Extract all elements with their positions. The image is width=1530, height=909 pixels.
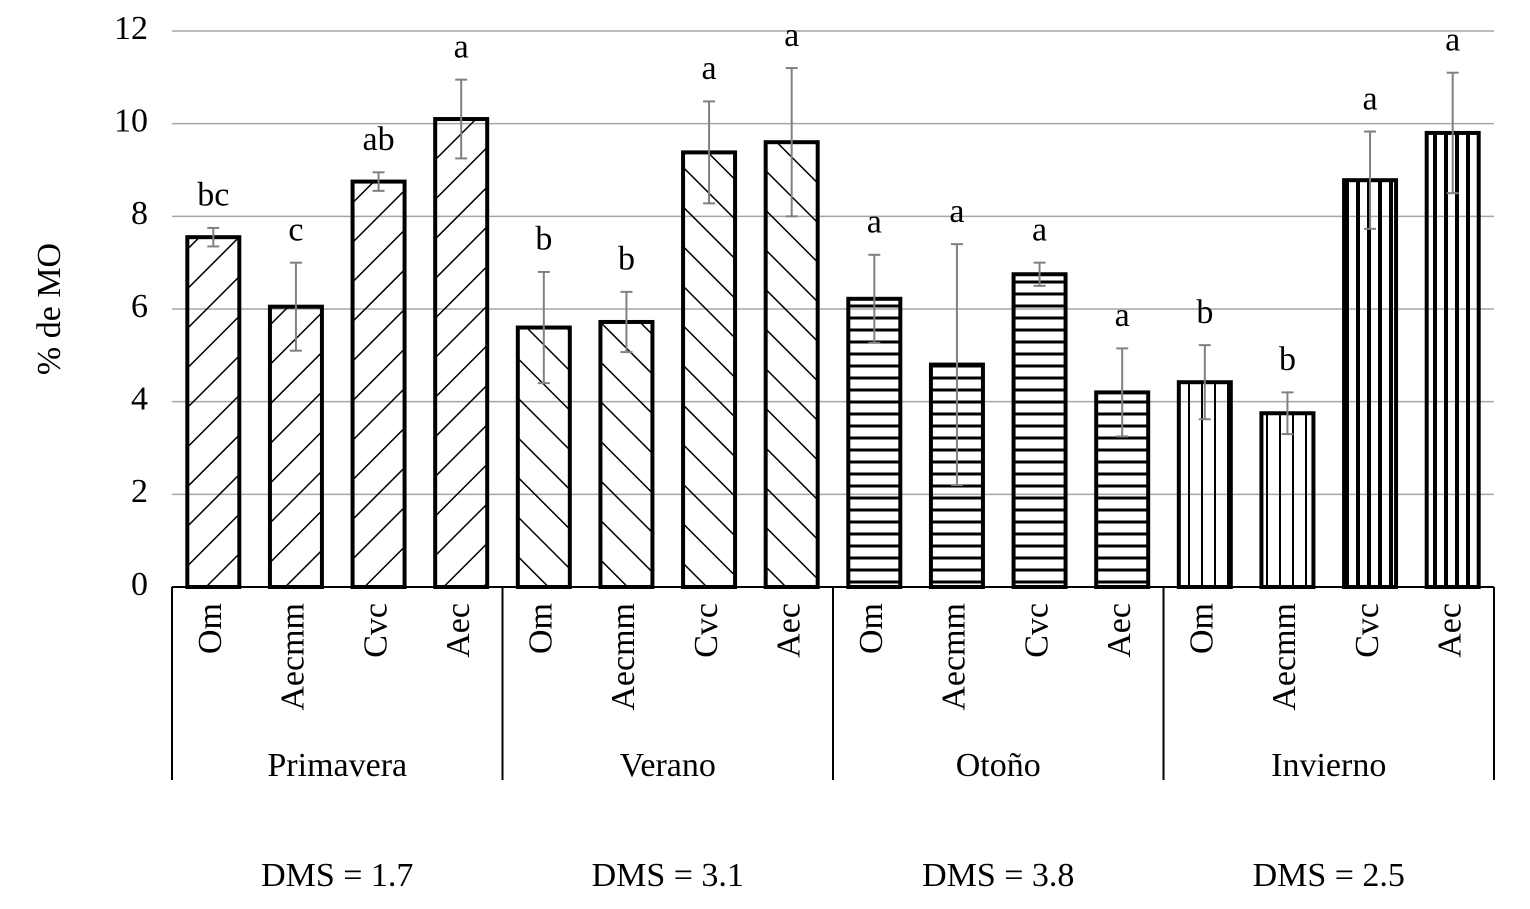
x-tick-label: Cvc [1018, 603, 1055, 658]
dms-note: DMS = 3.8 [922, 857, 1074, 894]
bar [1011, 272, 1068, 589]
y-tick-label: 0 [131, 566, 148, 603]
bar [1259, 411, 1316, 589]
significance-letter: a [1115, 297, 1130, 334]
x-tick-label: Aec [1101, 603, 1138, 658]
significance-letter: c [288, 211, 303, 248]
y-tick-label: 10 [114, 102, 148, 139]
x-tick-label: Aecmm [275, 603, 312, 711]
significance-letter: a [867, 204, 882, 241]
x-tick-label: Aec [770, 603, 807, 658]
y-tick-label: 8 [131, 195, 148, 232]
dms-note: DMS = 2.5 [1253, 857, 1405, 894]
y-tick-label: 6 [131, 288, 148, 325]
significance-letter: b [535, 221, 552, 258]
significance-letter: a [949, 193, 964, 230]
significance-letter: ab [363, 121, 395, 158]
x-tick-label: Cvc [357, 603, 394, 658]
bar [1342, 178, 1399, 589]
significance-letter: b [1279, 341, 1296, 378]
significance-letter: bc [197, 177, 229, 214]
bar [846, 296, 903, 589]
x-tick-label: Cvc [1349, 603, 1386, 658]
bar [598, 319, 655, 589]
x-tick-label: Om [1184, 603, 1221, 654]
significance-letter: a [702, 50, 717, 87]
significance-letter: b [618, 241, 635, 278]
significance-letter: a [784, 17, 799, 54]
significance-letter: a [1032, 211, 1047, 248]
y-tick-label: 2 [131, 473, 148, 510]
bar [350, 179, 407, 589]
significance-letter: b [1196, 294, 1213, 331]
bar [433, 117, 490, 590]
x-tick-label: Cvc [688, 603, 725, 658]
x-tick-label: Aec [1431, 603, 1468, 658]
y-tick-label: 4 [131, 380, 148, 417]
x-tick-label: Om [523, 603, 560, 654]
group-label: Invierno [1271, 747, 1386, 784]
x-tick-label: Aecmm [1266, 603, 1303, 711]
y-axis-label: % de MO [31, 243, 68, 375]
group-label: Primavera [267, 747, 407, 784]
x-tick-label: Aec [440, 603, 477, 658]
bar [185, 235, 242, 590]
x-tick-label: Om [192, 603, 229, 654]
bar [1424, 130, 1481, 590]
bar [267, 304, 324, 589]
dms-note: DMS = 1.7 [261, 857, 413, 894]
significance-letter: a [1363, 80, 1378, 117]
dms-note: DMS = 3.1 [592, 857, 744, 894]
y-tick-label: 12 [114, 10, 148, 47]
x-tick-label: Om [853, 603, 890, 654]
significance-letter: a [1445, 21, 1460, 58]
x-tick-label: Aecmm [936, 603, 973, 711]
group-label: Verano [620, 747, 716, 784]
x-tick-label: Aecmm [605, 603, 642, 711]
group-label: Otoño [956, 747, 1041, 784]
significance-letter: a [454, 28, 469, 65]
bar [681, 150, 738, 589]
